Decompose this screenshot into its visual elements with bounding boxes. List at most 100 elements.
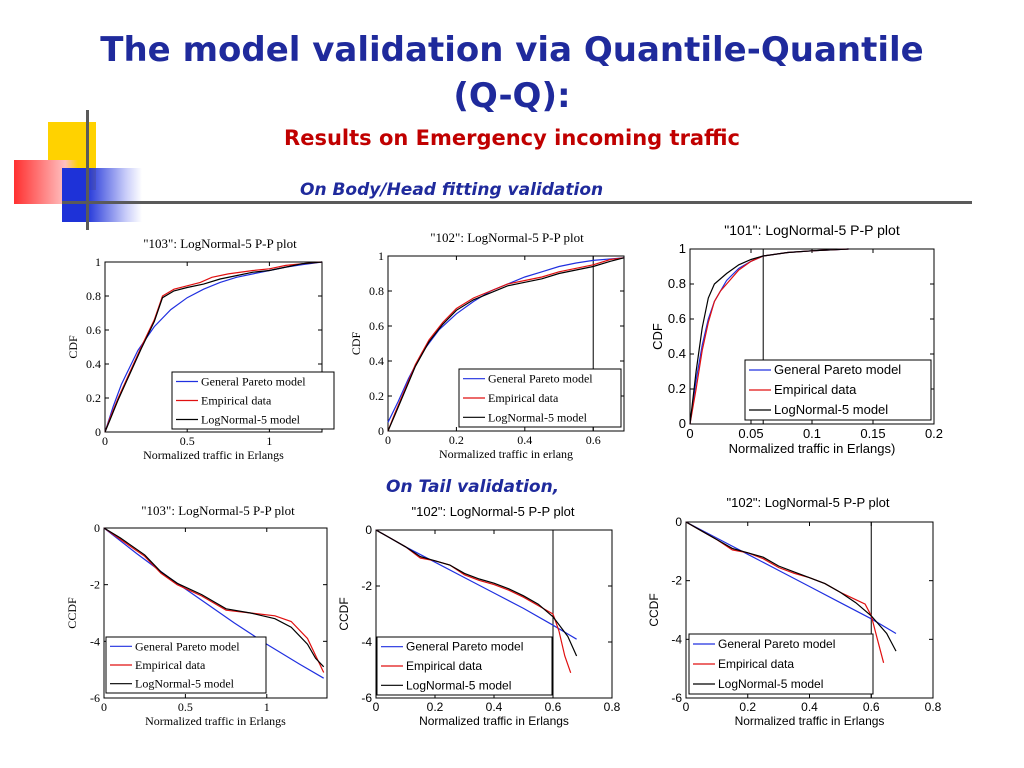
legend-entry: LogNormal-5 model (406, 678, 511, 692)
y-tick-label: 0 (365, 523, 372, 537)
x-tick-label: 0 (373, 700, 380, 714)
x-tick-label: 0.4 (801, 700, 818, 714)
legend-box (744, 359, 932, 421)
legend-entry: General Pareto model (774, 362, 901, 377)
slide-title-line2: (Q-Q): (453, 76, 571, 116)
chart-body-101: "101": LogNormal-5 P-P plot 0 0.05 0.1 0.15 0… (650, 222, 943, 456)
legend-entry: LogNormal-5 model (718, 677, 823, 691)
x-axis-label: Normalized traffic in Erlangs) (729, 441, 896, 456)
y-axis-label: CCDF (65, 597, 79, 629)
legend-box (105, 636, 267, 694)
series-line-empirical-data (103, 527, 325, 673)
legend-entry: LogNormal-5 model (774, 402, 888, 417)
series-line-empirical-data (685, 521, 885, 663)
x-tick-label: 0.2 (449, 433, 464, 447)
y-tick-label: 0 (675, 515, 682, 529)
y-tick-label: 0.4 (369, 354, 384, 368)
slide-subtitle: Results on Emergency incoming traffic (284, 126, 740, 150)
y-tick-label: 0.2 (668, 381, 686, 396)
y-tick-label: -4 (90, 634, 100, 648)
x-tick-label: 0 (101, 700, 107, 714)
y-tick-label: 1 (378, 249, 384, 263)
x-tick-label: 0.2 (427, 700, 444, 714)
x-tick-label: 0.05 (738, 426, 763, 441)
y-axis-label: CCDF (647, 593, 661, 626)
x-tick-label: 1 (266, 434, 272, 448)
x-tick-label: 0.4 (486, 700, 503, 714)
x-tick-label: 0 (102, 434, 108, 448)
chart-title: "101": LogNormal-5 P-P plot (724, 222, 900, 238)
y-tick-label: -2 (361, 579, 372, 593)
legend-box (458, 368, 622, 428)
decor-blue-square (62, 168, 142, 222)
chart-body-102: "102": LogNormal-5 P-P plot 0 0.2 0.4 0.6 0 0.… (349, 230, 625, 461)
legend-entry: Empirical data (406, 659, 482, 673)
x-tick-label: 0.4 (517, 433, 532, 447)
section-heading-tail: On Tail validation, (386, 477, 560, 497)
legend-entry: LogNormal-5 model (201, 413, 301, 427)
y-tick-label: -2 (671, 574, 682, 588)
legend-box (376, 636, 553, 696)
chart-title: "103": LogNormal-5 P-P plot (141, 503, 295, 518)
series-line-lognormal-5-model (689, 248, 849, 425)
y-tick-label: 0.8 (86, 289, 101, 303)
x-tick-label: 0.6 (545, 700, 562, 714)
section-heading-body: On Body/Head fitting validation (300, 180, 604, 200)
y-tick-label: -6 (361, 691, 372, 705)
y-axis-label: CCDF (337, 597, 351, 630)
y-tick-label: 0.4 (668, 346, 686, 361)
series-line-lognormal-5-model (685, 521, 897, 652)
x-tick-label: 0.8 (604, 700, 621, 714)
y-tick-label: 0 (378, 424, 384, 438)
y-tick-label: 0.8 (668, 276, 686, 291)
y-tick-label: 0.2 (369, 389, 384, 403)
y-tick-label: 0.4 (86, 357, 101, 371)
slide-title-line1: The model validation via Quantile-Quanti… (100, 30, 924, 70)
x-tick-label: 0 (385, 433, 391, 447)
chart-title: "103": LogNormal-5 P-P plot (143, 236, 297, 251)
x-tick-label: 0.15 (860, 426, 885, 441)
y-tick-label: -4 (361, 635, 372, 649)
series-line-general-pareto-model (685, 521, 897, 635)
legend-entry: Empirical data (201, 394, 272, 408)
chart-tail-103: "103": LogNormal-5 P-P plot 0 0.5 1 -6 -4 -2 0 N… (65, 503, 328, 728)
x-axis-label: Normalized traffic in erlang (439, 447, 573, 461)
legend-box (688, 633, 874, 695)
y-tick-label: 0.6 (86, 323, 101, 337)
y-tick-label: 0.8 (369, 284, 384, 298)
chart-tail-102b: "102": LogNormal-5 P-P plot 0 0.2 0.4 0.6 0.8… (647, 495, 942, 728)
series-line-lognormal-5-model (375, 529, 578, 657)
series-line-lognormal-5-model (104, 261, 323, 433)
legend-entry: General Pareto model (135, 639, 240, 653)
y-tick-label: 0 (94, 521, 100, 535)
y-tick-label: -2 (90, 578, 100, 592)
x-tick-label: 0.2 (925, 426, 943, 441)
x-tick-label: 0.6 (586, 433, 601, 447)
legend-entry: LogNormal-5 model (135, 677, 235, 691)
x-tick-label: 0 (686, 426, 693, 441)
x-axis-label: Normalized traffic in Erlangs (735, 714, 885, 728)
decor-vertical-rule (86, 110, 89, 230)
legend-entry: General Pareto model (406, 640, 523, 654)
y-tick-label: -4 (671, 632, 682, 646)
legend-entry: General Pareto model (718, 637, 835, 651)
y-axis-label: CDF (66, 335, 80, 359)
chart-title: "102": LogNormal-5 P-P plot (430, 230, 584, 245)
y-tick-label: 0 (679, 416, 686, 431)
x-tick-label: 0 (683, 700, 690, 714)
y-tick-label: 0.6 (369, 319, 384, 333)
chart-title: "102": LogNormal-5 P-P plot (412, 504, 575, 519)
series-line-general-pareto-model (103, 527, 325, 679)
legend-entry: Empirical data (774, 382, 857, 397)
y-tick-label: 0.6 (668, 311, 686, 326)
x-tick-label: 0.8 (925, 700, 942, 714)
legend-entry: Empirical data (135, 658, 206, 672)
legend-entry: Empirical data (718, 657, 794, 671)
y-tick-label: -6 (90, 691, 100, 705)
legend-entry: General Pareto model (201, 375, 306, 389)
x-tick-label: 0.2 (739, 700, 756, 714)
legend-entry: Empirical data (488, 391, 559, 405)
x-tick-label: 0.6 (863, 700, 880, 714)
x-tick-label: 0.5 (180, 434, 195, 448)
